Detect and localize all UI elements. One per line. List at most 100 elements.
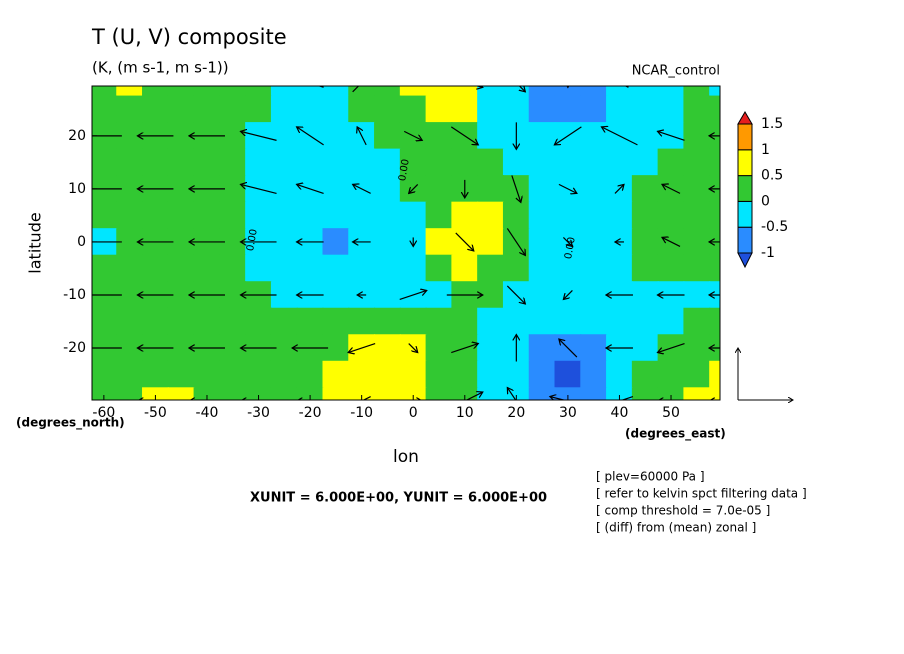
wind-vector [451,344,478,354]
field-cell [116,95,144,124]
field-cell [477,387,504,400]
field-cell [683,95,711,124]
field-cell [219,201,247,230]
field-cell [270,175,298,203]
field-cell [477,86,504,97]
field-cell [116,254,144,283]
field-cell [245,95,272,124]
field-cell [477,228,504,256]
field-cell [606,307,633,336]
wind-vector [241,184,277,194]
field-cell [657,148,685,177]
field-cell [270,122,298,150]
field-cell [374,175,401,203]
field-cell [219,254,247,283]
wind-vector [550,397,567,400]
field-cell [322,122,350,150]
x-units: (degrees_east) [625,427,726,442]
wind-vector [465,392,483,400]
field-cell [528,86,556,97]
field-cell [425,122,453,150]
field-cell [270,254,298,283]
field-cell [631,334,659,362]
field-cell [193,201,221,230]
field-cell [606,254,633,283]
field-cell [580,95,608,124]
field-cell [683,360,711,389]
field-cell [322,254,350,283]
colorbar-label: -1 [761,245,775,261]
field-cell [528,307,556,336]
field-cell [348,95,376,124]
colorbar-box [737,175,753,202]
field-cell [219,148,247,177]
field-cell [322,148,350,177]
field-cell [219,387,247,400]
field-cell [219,307,247,336]
colorbar-label: 0 [761,193,770,209]
field-cell [374,360,401,389]
field-cell [580,334,608,362]
field-cell [683,281,711,309]
x-tick-label: -10 [350,405,373,421]
wind-vector [506,228,525,255]
wind-vector [408,343,418,353]
note: [ comp threshold = 7.0e-05 ] [596,504,770,518]
field-cell [296,95,324,124]
field-cell [451,148,479,177]
x-tick-label: -50 [144,405,167,421]
run-label: NCAR_control [632,64,720,79]
field-cell [348,307,376,336]
x-tick-label: 20 [507,405,525,421]
vectors [92,86,720,400]
field-cell [245,254,272,283]
wind-vector [658,342,685,353]
field-cell [142,148,169,177]
field-cell [167,201,195,230]
field-cell [606,360,633,389]
field-cell [399,387,427,400]
field-cell [270,387,298,400]
field-cell [245,387,272,400]
field-cell [528,281,556,309]
x-tick-label: 30 [559,405,577,421]
field-cell [193,307,221,336]
field-cell [554,201,582,230]
field-cell [657,387,685,400]
y-tick-label: 10 [68,181,86,197]
field-cell [709,201,720,230]
x-tick-label: -40 [196,405,219,421]
field-cell [116,201,144,230]
field-cell [270,86,298,97]
field-cell [425,148,453,177]
field-cell [425,334,453,362]
wind-vector [662,184,681,194]
field-cell [92,307,118,336]
field-cell [554,387,582,400]
wind-vector [409,183,419,193]
field-cell [631,175,659,203]
field-cell [167,307,195,336]
field-cell [477,334,504,362]
y-tick-label: -20 [63,340,86,356]
field-cell [167,254,195,283]
field-cell [193,387,221,400]
field-cell [502,148,530,177]
field-cell [245,148,272,177]
y-axis-label: latitude [26,212,45,273]
field-cell [451,307,479,336]
x-axis-label: lon [393,447,419,467]
field-cell [657,86,685,97]
field-cell [193,95,221,124]
wind-vector [507,388,517,400]
field-cell [683,175,711,203]
field-cell [502,360,530,389]
field-cell [451,387,479,400]
field-cell [425,228,453,256]
field-cell [348,201,376,230]
field-cell [296,387,324,400]
field-cell [374,281,401,309]
colorbar-label: 1.5 [761,116,783,132]
field-cell [245,307,272,336]
field-cell [270,95,298,124]
